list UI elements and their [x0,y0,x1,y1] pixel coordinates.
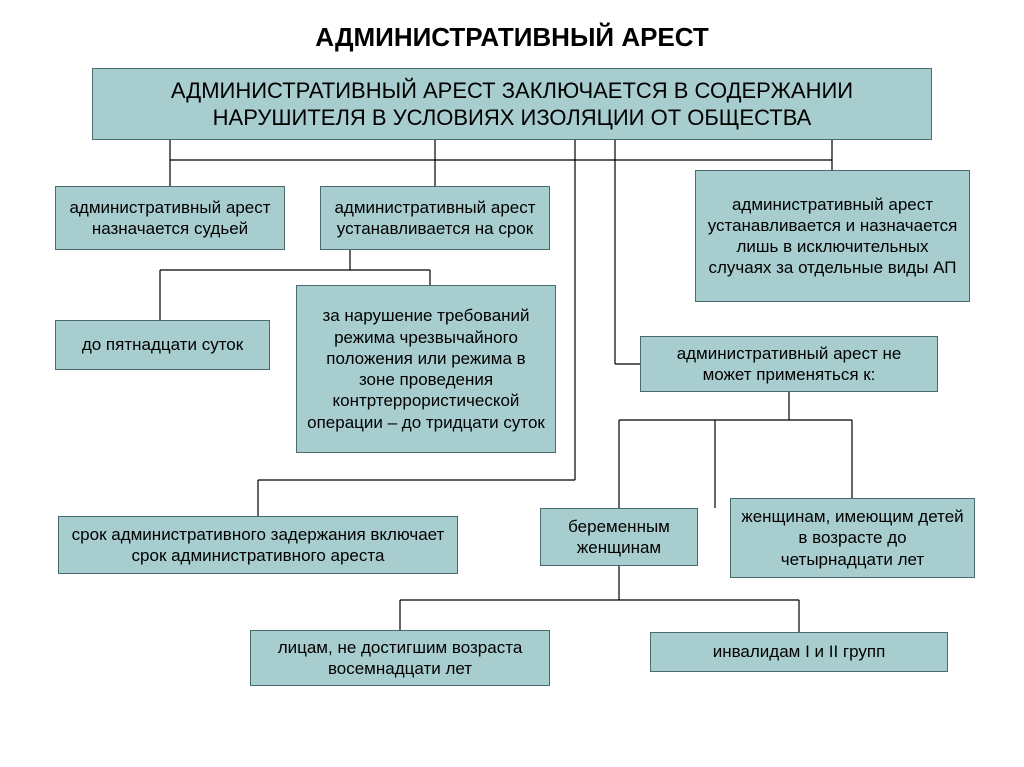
node-detention: срок административного задержания включа… [58,516,458,574]
node-disabled: инвалидам I и II групп [650,632,948,672]
node-minors: лицам, не достигшим возраста восемнадцат… [250,630,550,686]
node-exceptional: административный арест устанавливается и… [695,170,970,302]
node-women14: женщинам, имеющим детей в возрасте до че… [730,498,975,578]
node-excludes: административный арест не может применят… [640,336,938,392]
diagram-title: АДМИНИСТРАТИВНЫЙ АРЕСТ [0,22,1024,53]
node-judge: административный арест назначается судье… [55,186,285,250]
node-fifteen: до пятнадцати суток [55,320,270,370]
node-thirty: за нарушение требований режима чрезвычай… [296,285,556,453]
node-main: АДМИНИСТРАТИВНЫЙ АРЕСТ ЗАКЛЮЧАЕТСЯ В СОД… [92,68,932,140]
node-term: административный арест устанавливается н… [320,186,550,250]
node-pregnant: беременным женщинам [540,508,698,566]
